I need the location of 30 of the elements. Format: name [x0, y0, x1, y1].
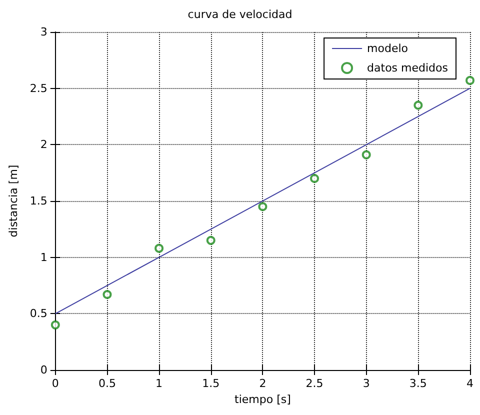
y-tick-label: 2 [40, 138, 48, 152]
point [206, 236, 216, 245]
point [258, 202, 268, 212]
chart-title: curva de velocidad [188, 8, 292, 21]
y-tick-label: 2.5 [30, 82, 48, 95]
x-tick-label: 1.5 [202, 377, 220, 390]
x-tick-label: 0.5 [98, 377, 116, 390]
x-tick-label: 2.5 [306, 377, 324, 390]
x-tick-label: 0 [52, 377, 59, 390]
legend-label: modelo [367, 42, 408, 55]
point [466, 76, 474, 85]
x-tick-label: 1 [156, 377, 163, 390]
y-tick-label: 1.5 [30, 194, 48, 208]
x-tick-label: 3.5 [409, 377, 427, 390]
y-axis-title: distancia [m] [7, 164, 20, 238]
y-tick-label: 3 [40, 26, 48, 38]
point [310, 174, 320, 183]
y-tick-label: 0.5 [30, 307, 48, 320]
point [102, 290, 112, 300]
point [362, 150, 371, 160]
x-tick-label: 3 [362, 377, 370, 390]
point [414, 100, 423, 110]
y-tick-label: 0 [40, 364, 48, 376]
point [50, 320, 60, 330]
x-axis-title: tiempo [s] [234, 392, 291, 406]
point [154, 244, 164, 253]
x-tick-label: 4 [466, 377, 474, 390]
legend-label: datos medidos [367, 62, 448, 74]
x-tick-label: 2 [259, 377, 266, 390]
y-tick-label: 1 [40, 250, 48, 264]
